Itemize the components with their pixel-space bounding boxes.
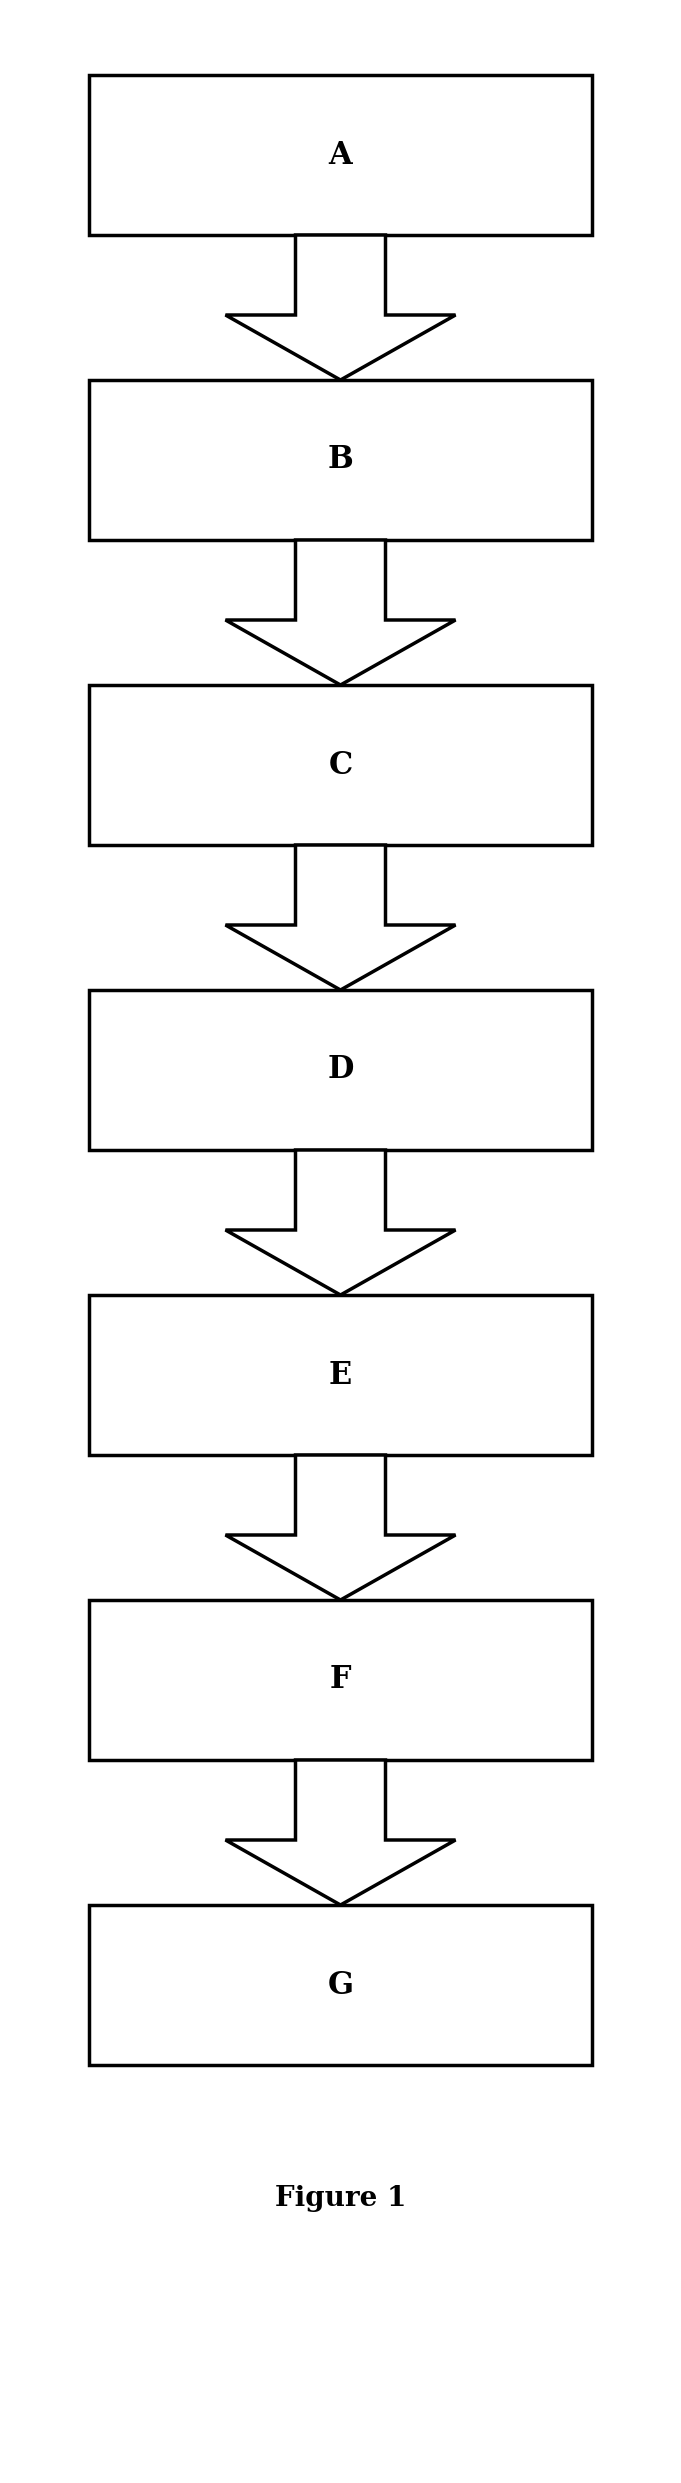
Text: G: G: [328, 1969, 353, 2001]
Text: D: D: [328, 1055, 353, 1085]
Bar: [89, 380, 592, 539]
Text: B: B: [328, 444, 353, 477]
Bar: [89, 1296, 592, 1455]
Text: A: A: [329, 139, 352, 171]
Text: F: F: [330, 1664, 351, 1696]
Bar: [89, 1904, 592, 2066]
Polygon shape: [225, 1760, 456, 1904]
Polygon shape: [225, 539, 456, 685]
Polygon shape: [225, 1150, 456, 1296]
Text: E: E: [329, 1361, 352, 1390]
Text: C: C: [328, 750, 353, 780]
Polygon shape: [225, 844, 456, 991]
Bar: [89, 74, 592, 236]
Polygon shape: [225, 236, 456, 380]
Bar: [89, 1599, 592, 1760]
Polygon shape: [225, 1455, 456, 1599]
Text: Figure 1: Figure 1: [275, 2185, 406, 2212]
Bar: [89, 685, 592, 844]
Bar: [89, 991, 592, 1150]
